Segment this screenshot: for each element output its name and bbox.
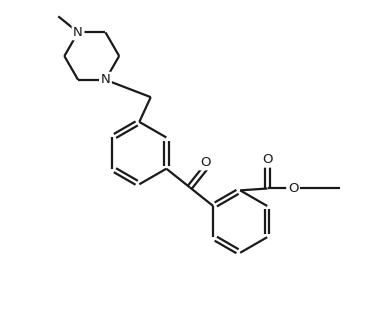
Text: O: O (262, 153, 273, 166)
Text: O: O (200, 156, 210, 169)
Text: N: N (101, 73, 110, 86)
Text: N: N (73, 26, 83, 39)
Text: O: O (288, 182, 298, 195)
